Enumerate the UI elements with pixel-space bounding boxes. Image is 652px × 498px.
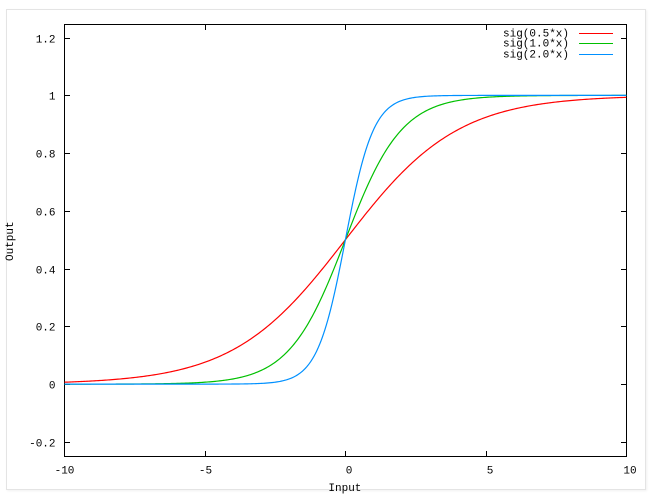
svg-text:0.2: 0.2 [36, 322, 56, 334]
svg-text:0.4: 0.4 [36, 265, 56, 277]
svg-text:0: 0 [346, 465, 353, 477]
svg-text:0.8: 0.8 [36, 149, 56, 161]
svg-text:10: 10 [623, 465, 636, 477]
svg-text:1: 1 [49, 91, 56, 103]
svg-text:0.6: 0.6 [36, 207, 56, 219]
svg-text:sig(2.0*x): sig(2.0*x) [503, 50, 569, 62]
svg-text:1.2: 1.2 [36, 34, 56, 46]
svg-text:5: 5 [487, 465, 494, 477]
svg-text:-0.2: -0.2 [29, 438, 55, 450]
svg-text:-10: -10 [55, 465, 75, 477]
svg-text:Output: Output [5, 221, 17, 261]
svg-text:0: 0 [49, 380, 56, 392]
svg-text:-5: -5 [199, 465, 212, 477]
svg-text:Input: Input [328, 483, 361, 495]
